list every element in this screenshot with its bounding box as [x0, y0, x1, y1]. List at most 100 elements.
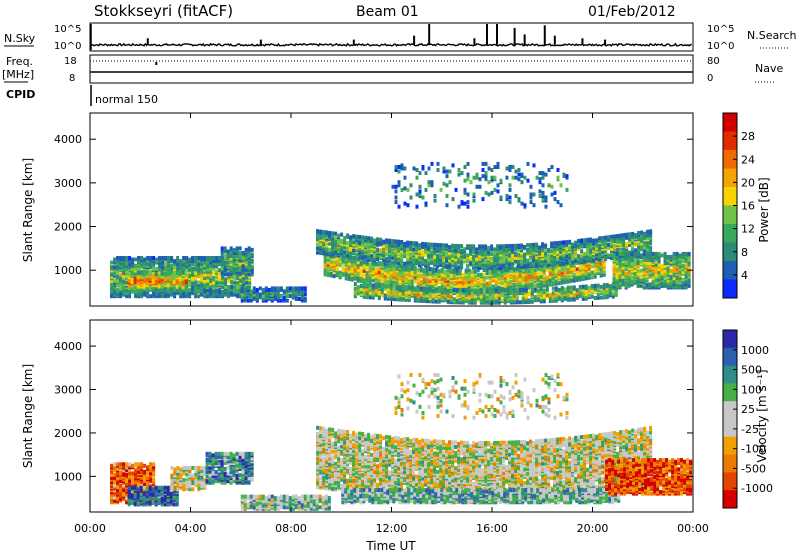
- scatter-cell: [415, 192, 419, 197]
- scatter-cell: [657, 267, 661, 272]
- scatter-cell: [421, 165, 425, 169]
- scatter-cell: [517, 197, 521, 202]
- scatter-cell: [596, 292, 600, 297]
- scatter-cell: [446, 294, 450, 298]
- scatter-cell: [663, 282, 667, 287]
- scatter-cell: [134, 257, 138, 262]
- scatter-cell: [496, 183, 500, 188]
- scatter-cell: [383, 271, 387, 275]
- scatter-cell: [631, 238, 635, 242]
- scatter-cell: [245, 285, 249, 289]
- scatter-cell: [167, 280, 171, 285]
- scatter-cell: [627, 258, 631, 262]
- scatter-cell: [233, 292, 237, 297]
- scatter-cell: [227, 269, 231, 274]
- scatter-cell: [616, 234, 620, 238]
- scatter-cell: [246, 298, 250, 303]
- scatter-cell: [386, 262, 390, 267]
- scatter-cell: [218, 259, 222, 264]
- scatter-cell: [473, 269, 477, 274]
- scatter-cell: [394, 195, 398, 200]
- scatter-cell: [461, 273, 465, 277]
- scatter-cell: [361, 243, 365, 248]
- scatter-cell: [550, 255, 554, 260]
- scatter-cell: [356, 268, 360, 272]
- scatter-cell: [161, 265, 165, 270]
- scatter-cell: [481, 174, 485, 179]
- scatter-cell: [197, 285, 201, 289]
- scatter-cell: [473, 288, 477, 293]
- scatter-cell: [505, 194, 509, 198]
- scatter-cell: [521, 268, 525, 273]
- scatter-cell: [622, 233, 626, 238]
- scatter-cell: [119, 272, 123, 277]
- scatter-cell: [678, 259, 682, 264]
- scatter-cell: [235, 260, 239, 265]
- scatter-cell: [425, 286, 429, 291]
- scatter-cell: [235, 266, 239, 271]
- scatter-cell: [443, 287, 447, 292]
- scatter-cell: [472, 248, 476, 253]
- scatter-cell: [490, 247, 494, 252]
- scatter-cell: [431, 293, 435, 298]
- scatter-cell: [203, 268, 207, 273]
- scatter-cell: [212, 294, 216, 299]
- scatter-cell: [303, 297, 307, 301]
- scatter-cell: [565, 246, 569, 251]
- scatter-cell: [116, 259, 120, 264]
- scatter-cell: [152, 256, 156, 260]
- scatter-cell: [371, 283, 375, 288]
- scatter-cell: [451, 243, 455, 248]
- scatter-cell: [533, 298, 537, 303]
- scatter-cell: [197, 271, 201, 276]
- scatter-cell: [509, 288, 513, 293]
- scatter-cell: [418, 192, 422, 197]
- scatter-cell: [224, 280, 228, 285]
- scatter-cell: [660, 264, 664, 269]
- scatter-cell: [460, 244, 464, 249]
- scatter-cell: [466, 204, 470, 209]
- scatter-cell: [418, 255, 422, 260]
- scatter-cell: [487, 192, 491, 197]
- scatter-cell: [575, 295, 579, 300]
- scatter-cell: [267, 287, 271, 292]
- scatter-cell: [154, 272, 158, 277]
- scatter-cell: [148, 284, 152, 289]
- scatter-cell: [238, 267, 242, 272]
- scatter-cell: [143, 260, 147, 265]
- scatter-cell: [163, 272, 167, 277]
- scatter-cell: [675, 254, 679, 259]
- scatter-cell: [475, 184, 479, 189]
- scatter-cell: [137, 260, 141, 265]
- scatter-cell: [110, 289, 114, 294]
- scatter-cell: [491, 284, 495, 289]
- colorbar-segment: [723, 187, 737, 206]
- scatter-cell: [615, 251, 619, 256]
- scatter-cell: [542, 293, 546, 298]
- scatter-cell: [610, 240, 614, 245]
- scatter-cell: [403, 246, 407, 251]
- scatter-cell: [395, 294, 399, 299]
- scatter-cell: [140, 256, 144, 260]
- scatter-cell: [407, 298, 411, 303]
- scatter-cell: [344, 274, 348, 279]
- scatter-cell: [273, 294, 277, 298]
- scatter-cell: [178, 275, 182, 280]
- scatter-cell: [634, 248, 638, 253]
- scatter-cell: [343, 236, 347, 240]
- scatter-cell: [176, 259, 180, 264]
- scatter-cell: [273, 286, 277, 291]
- freq-left-tick-top: 18: [64, 56, 77, 67]
- scatter-cell: [467, 268, 471, 273]
- scatter-cell: [358, 235, 362, 239]
- scatter-cell: [127, 272, 131, 277]
- scatter-cell: [550, 241, 554, 246]
- scatter-cell: [442, 181, 446, 186]
- scatter-cell: [427, 183, 431, 188]
- scatter-cell: [494, 269, 498, 273]
- scatter-cell: [446, 298, 450, 303]
- scatter-cell: [496, 189, 500, 194]
- scatter-cell: [577, 254, 581, 259]
- scatter-cell: [490, 265, 494, 270]
- scatter-cell: [473, 277, 477, 282]
